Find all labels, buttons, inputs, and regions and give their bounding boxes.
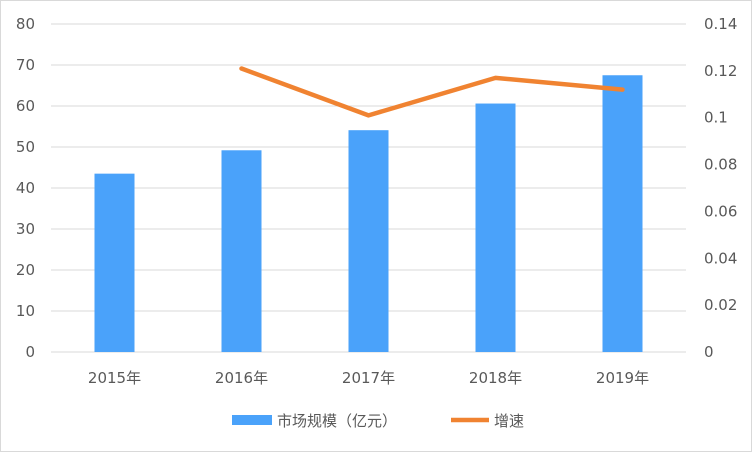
x-tick-label: 2015年 [88, 369, 141, 387]
y-right-tick-label: 0.06 [704, 202, 737, 220]
y-left-tick-label: 30 [16, 220, 35, 238]
legend-line-label: 增速 [494, 412, 524, 430]
bar-2018年 [475, 103, 516, 352]
y-left-tick-label: 80 [16, 15, 35, 33]
growth-line [239, 66, 625, 118]
y-left-tick-label: 0 [25, 343, 35, 361]
x-tick-label: 2019年 [596, 369, 649, 387]
y-left-tick-label: 60 [16, 97, 35, 115]
bar-2015年 [94, 173, 135, 352]
y-right-tick-label: 0.14 [704, 15, 737, 33]
y-left-tick-label: 20 [16, 261, 35, 279]
y-right-tick-label: 0.02 [704, 296, 737, 314]
bar-2017年 [348, 130, 389, 352]
legend-bar-label: 市场规模（亿元） [277, 412, 397, 430]
y-right-tick-label: 0.08 [704, 156, 737, 174]
y-left-tick-label: 10 [16, 302, 35, 320]
y-left-tick-label: 40 [16, 179, 35, 197]
x-tick-label: 2016年 [215, 369, 268, 387]
y-right-tick-label: 0 [704, 343, 714, 361]
y-left-tick-label: 70 [16, 56, 35, 74]
y-right-tick-label: 0.04 [704, 249, 737, 267]
x-tick-label: 2018年 [469, 369, 522, 387]
legend-bar-swatch [232, 415, 272, 425]
y-right-tick-label: 0.12 [704, 62, 737, 80]
y-right-tick-label: 0.1 [704, 109, 728, 127]
y-left-tick-label: 50 [16, 138, 35, 156]
x-tick-label: 2017年 [342, 369, 395, 387]
bar-2016年 [221, 150, 262, 352]
bar-2019年 [602, 75, 643, 352]
